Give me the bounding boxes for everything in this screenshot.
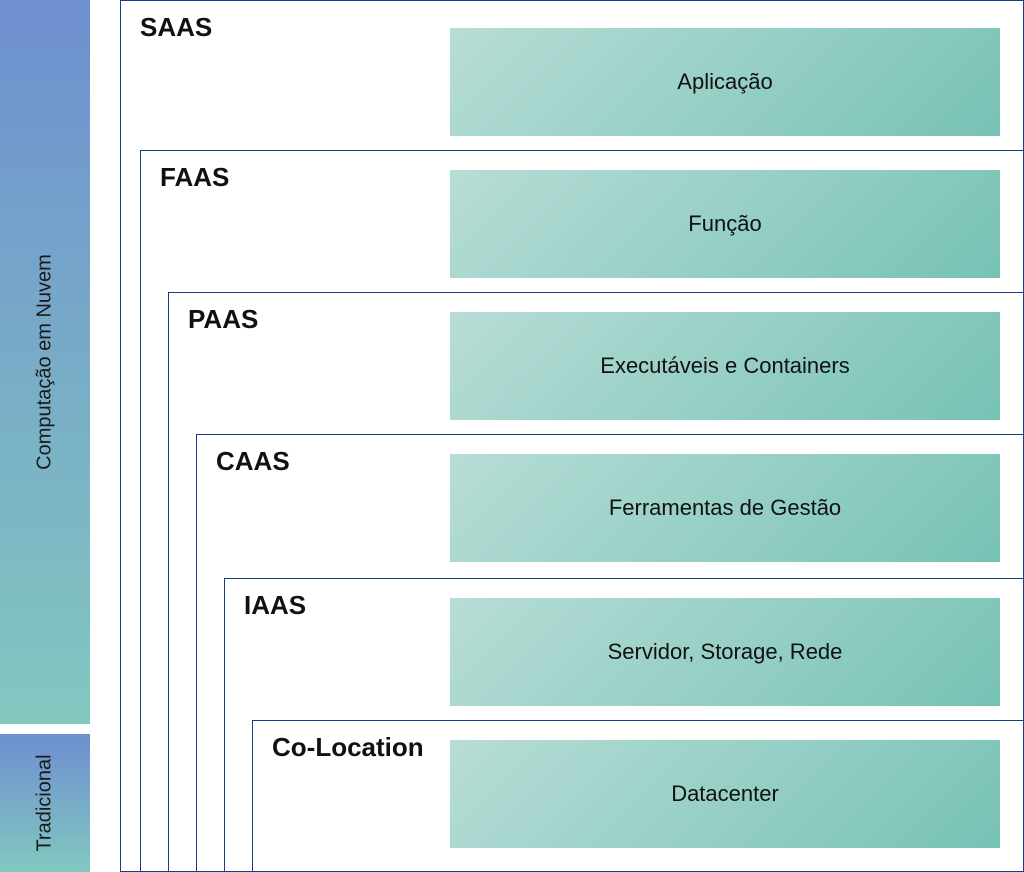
layer-title-iaas: IAAS	[244, 590, 306, 621]
layer-title-saas: SAAS	[140, 12, 212, 43]
layer-desc-colo: Datacenter	[450, 740, 1000, 848]
layer-desc-saas: Aplicação	[450, 28, 1000, 136]
sidebar-label-cloud: Computação em Nuvem	[34, 254, 57, 470]
layer-desc-faas: Função	[450, 170, 1000, 278]
sidebar-band-traditional: Tradicional	[0, 734, 90, 872]
layer-title-faas: FAAS	[160, 162, 229, 193]
layer-title-colo: Co-Location	[272, 732, 424, 763]
sidebar-label-traditional: Tradicional	[34, 754, 57, 851]
sidebar-band-cloud: Computação em Nuvem	[0, 0, 90, 724]
layer-desc-paas: Executáveis e Containers	[450, 312, 1000, 420]
layer-desc-iaas: Servidor, Storage, Rede	[450, 598, 1000, 706]
layer-desc-caas: Ferramentas de Gestão	[450, 454, 1000, 562]
layer-title-caas: CAAS	[216, 446, 290, 477]
layer-title-paas: PAAS	[188, 304, 258, 335]
